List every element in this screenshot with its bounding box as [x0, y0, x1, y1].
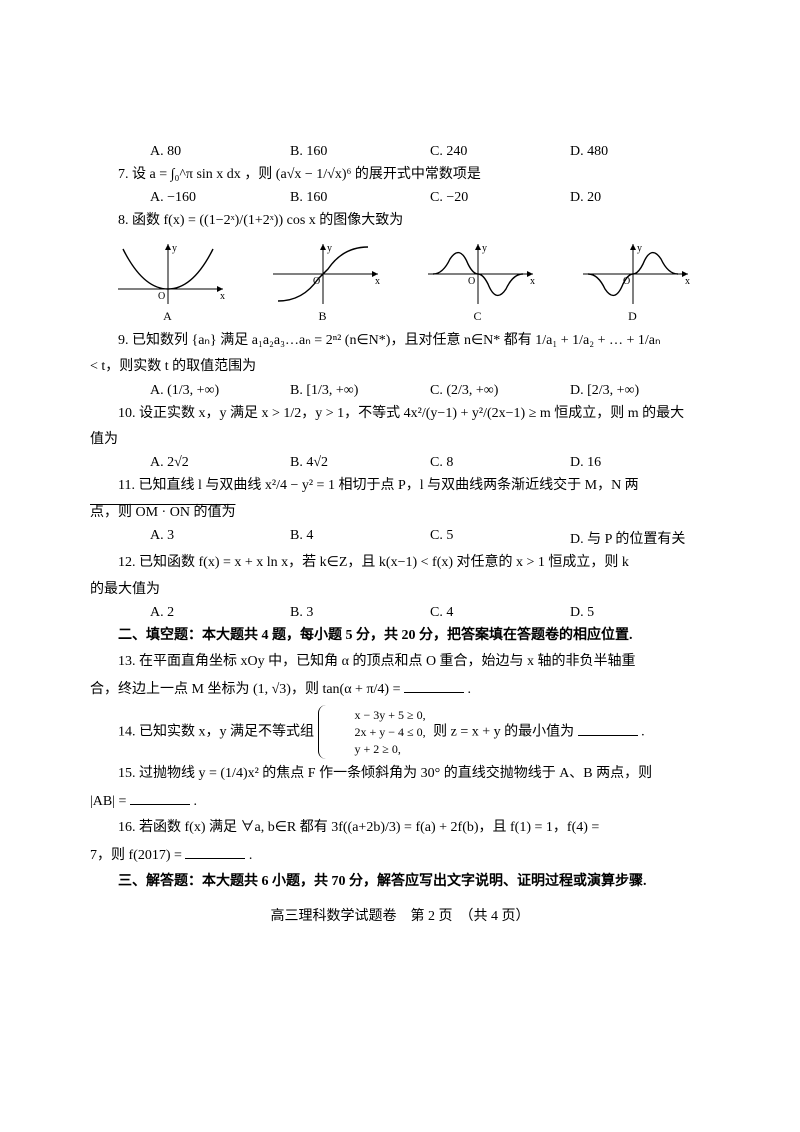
q11-stem2-text: 点，则 OM · ON 的值为: [90, 505, 235, 520]
axis-o-D: O: [623, 276, 630, 287]
axis-o-C: O: [468, 276, 475, 287]
q11-optA: A. 3: [150, 528, 290, 548]
q7-prefix: 7. 设 a =: [118, 167, 167, 182]
q11-stem1: 11. 已知直线 l 与双曲线 x²/4 − y² = 1 相切于点 P，l 与…: [90, 475, 710, 497]
q10-optD: D. 16: [570, 455, 710, 471]
q11-options: A. 3 B. 4 C. 5 D. 与 P 的位置有关: [150, 528, 710, 548]
q9-optB: B. [1/3, +∞): [290, 383, 430, 399]
graph-C-label: C: [413, 309, 543, 324]
q12-optD: D. 5: [570, 605, 710, 621]
section2-title: 二、填空题：本大题共 4 题，每小题 5 分，共 20 分，把答案填在答题卷的相…: [90, 625, 710, 647]
q7-optC: C. −20: [430, 190, 570, 206]
graph-D: x y O D: [568, 239, 698, 324]
q12-optB: B. 3: [290, 605, 430, 621]
q11-optB: B. 4: [290, 528, 430, 548]
q8-stem: 8. 函数 f(x) = ((1−2ˣ)/(1+2ˣ)) cos x 的图像大致…: [90, 210, 710, 232]
axis-x-C: x: [530, 276, 535, 287]
q9-options: A. (1/3, +∞) B. [1/3, +∞) C. (2/3, +∞) D…: [150, 383, 710, 399]
q12-stem2: 的最大值为: [90, 579, 710, 601]
q8-graphs: x y O A x y O B: [90, 239, 710, 324]
graph-B-label: B: [258, 309, 388, 324]
q14-sys2: 2x + y − 4 ≤ 0,: [327, 724, 426, 741]
q6-optD: D. 480: [570, 144, 710, 160]
graph-D-label: D: [568, 309, 698, 324]
q16-prefix: 7，则 f(2017) =: [90, 848, 182, 863]
graph-A-label: A: [103, 309, 233, 324]
q16-stem1: 16. 若函数 f(x) 满足 ∀a, b∈R 都有 3f((a+2b)/3) …: [90, 817, 710, 839]
q15-end: .: [193, 794, 197, 809]
axis-y-D: y: [637, 243, 642, 254]
q15-stem2-row: |AB| = .: [90, 790, 710, 813]
q7-suffix: ，则 (a√x − 1/√x)⁶ 的展开式中常数项是: [244, 167, 481, 182]
q10-stem2: 值为: [90, 429, 710, 451]
q16-end: .: [249, 848, 253, 863]
axis-x: x: [220, 291, 225, 302]
q10-stem1: 10. 设正实数 x，y 满足 x > 1/2，y > 1，不等式 4x²/(y…: [90, 403, 710, 425]
q7-optD: D. 20: [570, 190, 710, 206]
q12-stem1: 12. 已知函数 f(x) = x + x ln x，若 k∈Z，且 k(x−1…: [90, 552, 710, 574]
q10-options: A. 2√2 B. 4√2 C. 8 D. 16: [150, 455, 710, 471]
graph-A-svg: x y O: [108, 239, 228, 309]
q6-optA: A. 80: [150, 144, 290, 160]
axis-o: O: [158, 291, 165, 302]
q12-options: A. 2 B. 3 C. 4 D. 5: [150, 605, 710, 621]
q11-stem2: 点，则 OM · ON 的值为: [90, 502, 710, 524]
axis-y-B: y: [327, 243, 332, 254]
q9-optC: C. (2/3, +∞): [430, 383, 570, 399]
q10-optC: C. 8: [430, 455, 570, 471]
q15-blank: [130, 790, 190, 805]
q15-prefix: |AB| =: [90, 794, 126, 809]
graph-C: x y O C: [413, 239, 543, 324]
q14-blank: [578, 721, 638, 736]
graph-A: x y O A: [103, 239, 233, 324]
q6-optC: C. 240: [430, 144, 570, 160]
page: A. 80 B. 160 C. 240 D. 480 7. 设 a = ∫₀^π…: [0, 0, 800, 1132]
q13-end: .: [467, 682, 471, 697]
q9-stem2: < t，则实数 t 的取值范围为: [90, 356, 710, 378]
q7-options: A. −160 B. 160 C. −20 D. 20: [150, 190, 710, 206]
section3-title: 三、解答题：本大题共 6 小题，共 70 分，解答应写出文字说明、证明过程或演算…: [90, 871, 710, 893]
q14-suffix: 则 z = x + y 的最小值为: [433, 725, 574, 740]
q14-end: .: [641, 725, 645, 740]
graph-C-svg: x y O: [418, 239, 538, 309]
axis-o-B: O: [313, 276, 320, 287]
q7-optB: B. 160: [290, 190, 430, 206]
q7-integral: ∫₀^π sin x dx: [171, 167, 241, 182]
graph-B-svg: x y O: [263, 239, 383, 309]
q15-stem1: 15. 过抛物线 y = (1/4)x² 的焦点 F 作一条倾斜角为 30° 的…: [90, 763, 710, 785]
q9-optD: D. [2/3, +∞): [570, 383, 710, 399]
axis-y-C: y: [482, 243, 487, 254]
page-footer: 高三理科数学试题卷 第 2 页 （共 4 页）: [90, 905, 710, 925]
q16-blank: [185, 844, 245, 859]
q14-system: x − 3y + 5 ≥ 0, 2x + y − 4 ≤ 0, y + 2 ≥ …: [318, 705, 430, 759]
q10-optA: A. 2√2: [150, 455, 290, 471]
q9-optA: A. (1/3, +∞): [150, 383, 290, 399]
q7-stem: 7. 设 a = ∫₀^π sin x dx ，则 (a√x − 1/√x)⁶ …: [90, 164, 710, 186]
q13-stem1: 13. 在平面直角坐标 xOy 中，已知角 α 的顶点和点 O 重合，始边与 x…: [90, 651, 710, 673]
q7-optA: A. −160: [150, 190, 290, 206]
q10-optB: B. 4√2: [290, 455, 430, 471]
q9-stem1: 9. 已知数列 {aₙ} 满足 a₁a₂a₃…aₙ = 2ⁿ² (n∈N*)，且…: [90, 330, 710, 352]
q12-optA: A. 2: [150, 605, 290, 621]
q14-prefix: 14. 已知实数 x，y 满足不等式组: [118, 725, 314, 740]
q14-sys1: x − 3y + 5 ≥ 0,: [327, 707, 426, 724]
q13-blank: [404, 678, 464, 693]
q16-stem2-row: 7，则 f(2017) = .: [90, 844, 710, 867]
q14-row: 14. 已知实数 x，y 满足不等式组 x − 3y + 5 ≥ 0, 2x +…: [90, 705, 710, 759]
q6-options: A. 80 B. 160 C. 240 D. 480: [150, 144, 710, 160]
q12-optC: C. 4: [430, 605, 570, 621]
axis-x-B: x: [375, 276, 380, 287]
q14-sys3: y + 2 ≥ 0,: [327, 741, 426, 758]
graph-D-svg: x y O: [573, 239, 693, 309]
q11-optD: D. 与 P 的位置有关: [570, 528, 710, 548]
q13-stem2: 合，终边上一点 M 坐标为 (1, √3)，则 tan(α + π/4) =: [90, 682, 400, 697]
axis-x-D: x: [685, 276, 690, 287]
q13-stem2-row: 合，终边上一点 M 坐标为 (1, √3)，则 tan(α + π/4) = .: [90, 678, 710, 701]
axis-y: y: [172, 243, 177, 254]
q6-optB: B. 160: [290, 144, 430, 160]
q11-optC: C. 5: [430, 528, 570, 548]
graph-B: x y O B: [258, 239, 388, 324]
